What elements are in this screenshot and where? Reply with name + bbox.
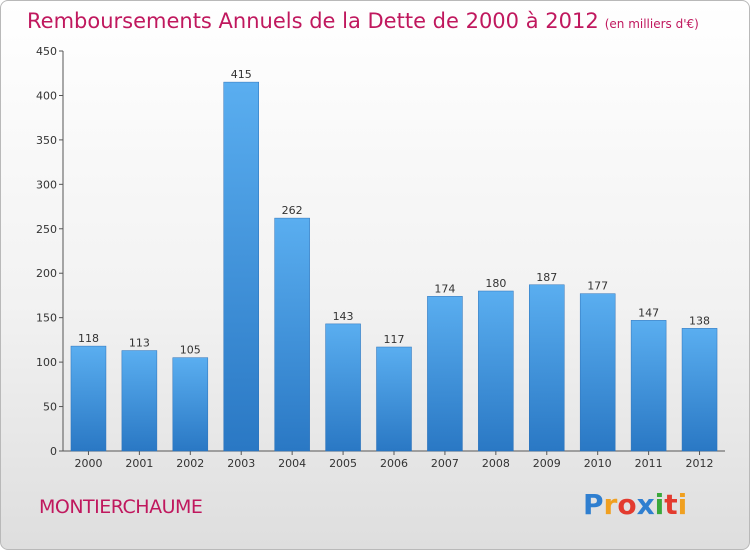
x-tick-label: 2009 <box>533 457 561 470</box>
bar-value-label: 138 <box>689 314 710 327</box>
x-tick-label: 2003 <box>227 457 255 470</box>
bar-value-label: 180 <box>485 277 506 290</box>
y-tick-label: 150 <box>36 312 57 325</box>
bar <box>223 81 259 452</box>
bar <box>681 328 718 452</box>
bar <box>325 323 361 452</box>
chart-unit-note: (en milliers d'€) <box>604 17 699 31</box>
x-tick-label: 2000 <box>74 457 102 470</box>
logo-letter: x <box>636 488 655 521</box>
y-tick-label: 250 <box>36 223 57 236</box>
logo-letter: P <box>583 488 604 521</box>
chart-title-text: Remboursements Annuels de la Dette de 20… <box>27 9 599 33</box>
bar-value-label: 177 <box>587 280 608 293</box>
bar <box>630 320 667 452</box>
x-tick-label: 2004 <box>278 457 306 470</box>
bar-value-label: 105 <box>180 344 201 357</box>
y-tick-label: 350 <box>36 134 57 147</box>
y-tick-label: 300 <box>36 178 57 191</box>
y-tick-label: 450 <box>36 45 57 58</box>
proxiti-logo: Proxiti <box>583 488 687 521</box>
bar-value-label: 174 <box>434 282 455 295</box>
y-tick-label: 0 <box>50 445 57 458</box>
bar-value-label: 415 <box>231 68 252 81</box>
x-tick-label: 2008 <box>482 457 510 470</box>
x-tick-label: 2007 <box>431 457 459 470</box>
x-tick-label: 2005 <box>329 457 357 470</box>
x-tick-label: 2010 <box>584 457 612 470</box>
bar-value-label: 117 <box>384 333 405 346</box>
y-tick-label: 400 <box>36 89 57 102</box>
logo-letter: i <box>677 488 688 521</box>
logo-letter: t <box>664 488 678 521</box>
x-tick-label: 2011 <box>635 457 663 470</box>
logo-letter: r <box>603 488 618 521</box>
city-name: MONTIERCHAUME <box>39 496 203 518</box>
y-tick-label: 50 <box>43 401 57 414</box>
x-tick-label: 2002 <box>176 457 204 470</box>
chart-title: Remboursements Annuels de la Dette de 20… <box>27 9 699 33</box>
bar <box>579 293 616 452</box>
bar-value-label: 187 <box>536 271 557 284</box>
x-tick-label: 2006 <box>380 457 408 470</box>
x-tick-label: 2012 <box>686 457 714 470</box>
bar <box>274 217 310 452</box>
bar <box>172 357 209 452</box>
bar-value-label: 147 <box>638 306 659 319</box>
x-tick-label: 2001 <box>125 457 153 470</box>
bar-value-label: 143 <box>333 310 354 323</box>
y-tick-label: 200 <box>36 267 57 280</box>
bar <box>427 296 463 452</box>
bar <box>376 346 412 452</box>
bar-value-label: 113 <box>129 337 150 350</box>
logo-letter: o <box>617 488 637 521</box>
logo-letter: i <box>654 488 665 521</box>
y-tick-label: 100 <box>36 356 57 369</box>
bar-value-label: 262 <box>282 204 303 217</box>
bar <box>478 290 514 452</box>
bar <box>70 345 107 452</box>
bar-value-label: 118 <box>78 332 99 345</box>
bar <box>529 284 565 452</box>
bar <box>121 350 158 452</box>
